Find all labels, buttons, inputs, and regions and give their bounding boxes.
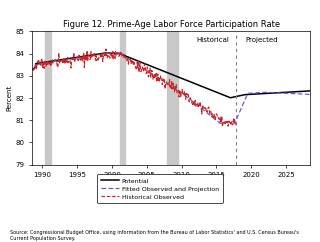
Text: Source: Congressional Budget Office, using information from the Bureau of Labor : Source: Congressional Budget Office, usi… [10, 230, 299, 241]
Y-axis label: Percent: Percent [7, 85, 12, 111]
Title: Figure 12. Prime-Age Labor Force Participation Rate: Figure 12. Prime-Age Labor Force Partici… [63, 20, 280, 29]
Text: Historical: Historical [196, 37, 229, 43]
Text: Projected: Projected [245, 37, 278, 43]
Bar [44, 31, 51, 165]
Bar [120, 31, 125, 165]
Bar [167, 31, 178, 165]
Legend: Potential, Fitted Observed and Projection, Historical Observed: Potential, Fitted Observed and Projectio… [97, 174, 223, 203]
